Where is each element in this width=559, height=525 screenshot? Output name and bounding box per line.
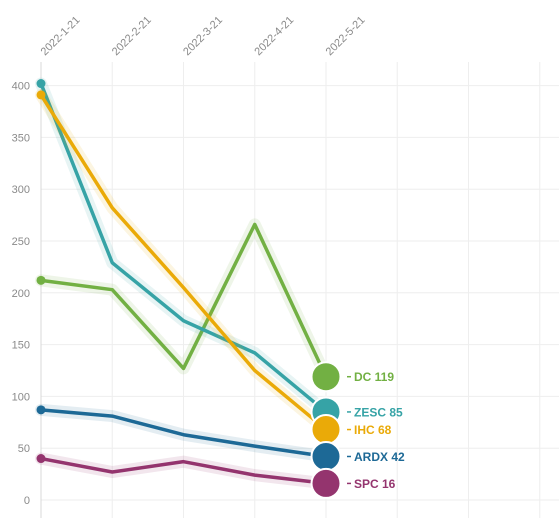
series-start-point-ihc	[36, 90, 46, 100]
x-tick-label: 2022-2-21	[110, 14, 154, 58]
y-tick-label: 50	[18, 443, 30, 455]
x-tick-label: 2022-5-21	[324, 14, 368, 58]
end-label-ihc: IHC 68	[354, 423, 392, 437]
end-label-ardx: ARDX 42	[354, 450, 405, 464]
series-line-dc	[39, 222, 328, 379]
end-labels-layer: DC 119 ZESC 85 IHC 68 ARDX 42 SPC 16	[310, 361, 405, 499]
x-tick-label: 2022-3-21	[181, 14, 225, 58]
y-tick-label: 100	[12, 391, 30, 403]
end-label-zesc: ZESC 85	[354, 405, 403, 419]
series-end-marker-ihc	[310, 414, 342, 446]
y-tick-label: 0	[24, 495, 30, 507]
series-line-ihc	[39, 93, 328, 432]
series-end-marker-dc	[310, 361, 342, 393]
x-tick-label: 2022-1-21	[39, 14, 83, 58]
gridlines	[40, 62, 559, 518]
x-axis: 2022-1-21 2022-2-21 2022-3-21 2022-4-21 2022…	[39, 14, 368, 58]
series-line-zesc	[39, 81, 328, 414]
y-axis: 0 50 100 150 200 250 300 350 400	[12, 62, 42, 518]
y-tick-label: 150	[12, 340, 30, 352]
x-tick-label: 2022-4-21	[252, 14, 296, 58]
series-end-marker-spc	[310, 467, 342, 499]
end-label-dc: DC 119	[354, 370, 394, 384]
y-tick-label: 250	[12, 236, 30, 248]
y-tick-label: 400	[12, 81, 30, 93]
series-end-marker-ardx	[310, 440, 342, 472]
series-line-ardx	[39, 408, 328, 459]
end-label-spc: SPC 16	[354, 477, 396, 491]
series-layer	[35, 77, 332, 490]
series-start-point-dc	[36, 275, 46, 285]
series-start-point-zesc	[36, 79, 46, 89]
series-start-point-spc	[36, 454, 46, 464]
series-line-spc	[39, 456, 328, 486]
y-tick-label: 200	[12, 288, 30, 300]
y-tick-label: 300	[12, 184, 30, 196]
series-start-point-ardx	[36, 405, 46, 415]
y-tick-label: 350	[12, 132, 30, 144]
